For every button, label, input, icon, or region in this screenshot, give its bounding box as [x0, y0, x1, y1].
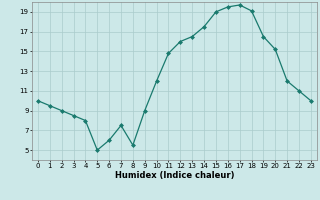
X-axis label: Humidex (Indice chaleur): Humidex (Indice chaleur) [115, 171, 234, 180]
